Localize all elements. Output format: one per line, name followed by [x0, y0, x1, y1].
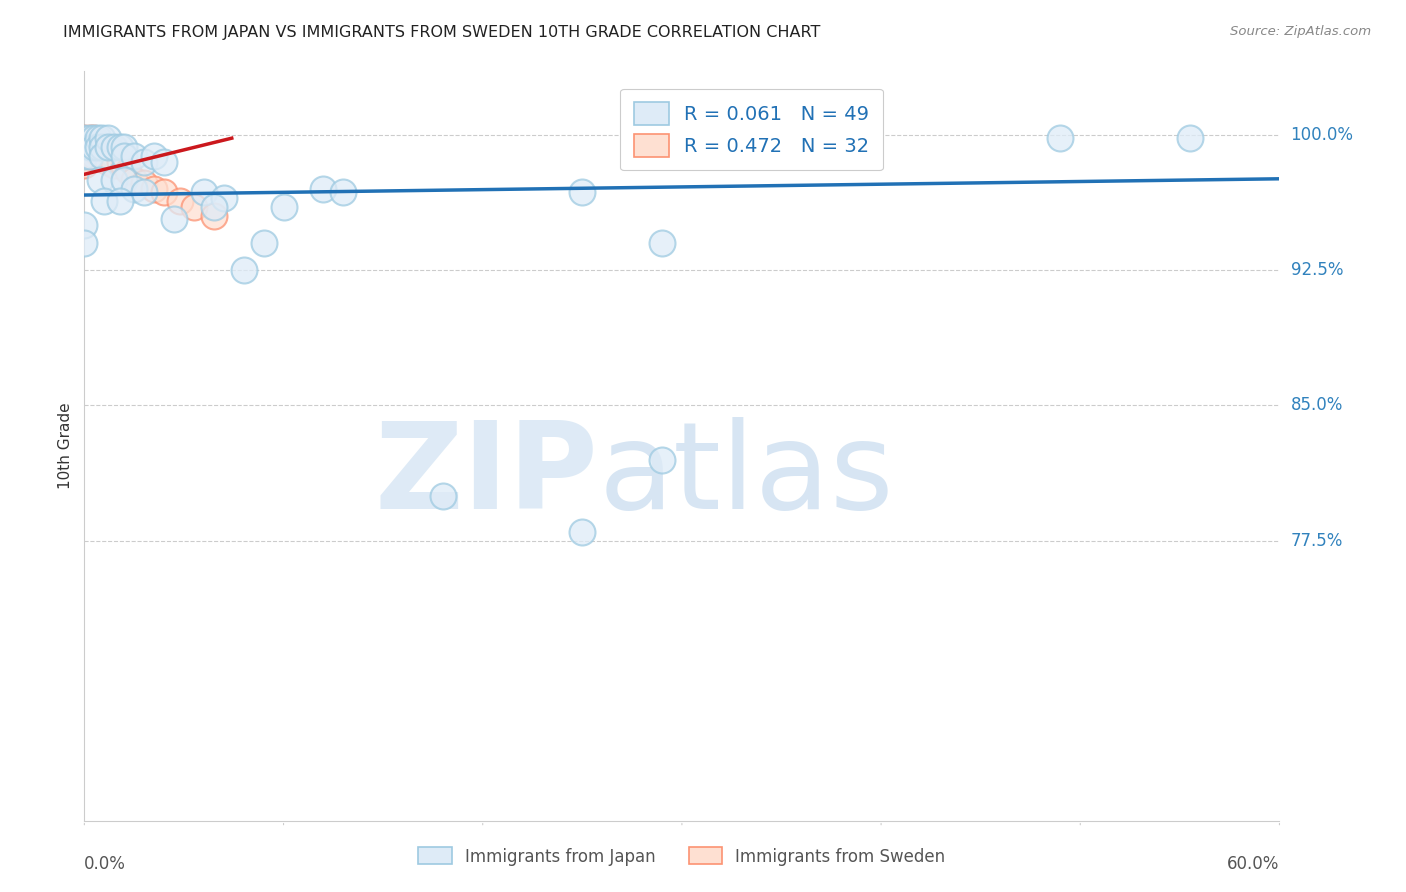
Point — [571, 524, 593, 539]
Point — [73, 235, 96, 250]
Point — [103, 140, 125, 154]
Point — [132, 154, 156, 169]
Point — [73, 158, 96, 172]
Point — [790, 131, 813, 145]
Point — [87, 136, 110, 151]
Point — [112, 140, 135, 154]
Text: 85.0%: 85.0% — [1291, 396, 1343, 415]
Point — [103, 172, 125, 186]
Point — [79, 131, 101, 145]
Point — [122, 182, 145, 196]
Point — [79, 142, 101, 156]
Point — [143, 182, 166, 196]
Point — [143, 149, 166, 163]
Text: 60.0%: 60.0% — [1227, 855, 1279, 873]
Point — [87, 131, 110, 145]
Point — [73, 131, 96, 145]
Point — [153, 154, 176, 169]
Point — [132, 176, 156, 190]
Text: 100.0%: 100.0% — [1291, 126, 1354, 144]
Point — [73, 145, 96, 160]
Point — [83, 140, 105, 154]
Point — [1049, 131, 1071, 145]
Point — [91, 149, 114, 163]
Point — [571, 186, 593, 200]
Point — [93, 194, 115, 209]
Point — [97, 145, 120, 160]
Point — [112, 158, 135, 172]
Point — [253, 235, 276, 250]
Point — [91, 131, 114, 145]
Point — [91, 140, 114, 154]
Point — [79, 140, 101, 154]
Point — [93, 149, 115, 163]
Point — [97, 154, 120, 169]
Point — [73, 218, 96, 232]
Point — [83, 149, 105, 163]
Legend: Immigrants from Japan, Immigrants from Sweden: Immigrants from Japan, Immigrants from S… — [412, 841, 952, 872]
Point — [122, 172, 145, 186]
Point — [87, 140, 110, 154]
Point — [110, 154, 132, 169]
Point — [202, 209, 225, 223]
Point — [73, 140, 96, 154]
Point — [110, 140, 132, 154]
Point — [79, 136, 101, 151]
Point — [89, 172, 111, 186]
Point — [112, 172, 135, 186]
Point — [79, 131, 101, 145]
Point — [193, 186, 215, 200]
Text: atlas: atlas — [599, 417, 894, 534]
Text: 92.5%: 92.5% — [1291, 261, 1343, 279]
Y-axis label: 10th Grade: 10th Grade — [58, 402, 73, 490]
Point — [163, 212, 186, 227]
Point — [212, 191, 235, 205]
Point — [312, 182, 335, 196]
Point — [97, 140, 120, 154]
Text: IMMIGRANTS FROM JAPAN VS IMMIGRANTS FROM SWEDEN 10TH GRADE CORRELATION CHART: IMMIGRANTS FROM JAPAN VS IMMIGRANTS FROM… — [63, 25, 821, 40]
Point — [273, 200, 295, 214]
Point — [79, 149, 101, 163]
Point — [169, 194, 191, 209]
Point — [73, 149, 96, 163]
Point — [83, 131, 105, 145]
Point — [93, 140, 115, 154]
Point — [112, 149, 135, 163]
Point — [332, 186, 354, 200]
Point — [651, 452, 673, 467]
Text: 77.5%: 77.5% — [1291, 532, 1343, 549]
Point — [97, 131, 120, 145]
Point — [202, 200, 225, 214]
Point — [79, 149, 101, 163]
Point — [73, 154, 96, 169]
Point — [110, 194, 132, 209]
Point — [153, 186, 176, 200]
Point — [73, 136, 96, 151]
Text: Source: ZipAtlas.com: Source: ZipAtlas.com — [1230, 25, 1371, 38]
Point — [73, 131, 96, 145]
Point — [132, 186, 156, 200]
Point — [103, 149, 125, 163]
Point — [73, 149, 96, 163]
Point — [117, 163, 139, 178]
Text: 0.0%: 0.0% — [84, 855, 127, 873]
Text: ZIP: ZIP — [374, 417, 599, 534]
Point — [432, 489, 454, 503]
Point — [183, 200, 205, 214]
Point — [232, 263, 254, 277]
Point — [83, 140, 105, 154]
Point — [651, 235, 673, 250]
Point — [1178, 131, 1201, 145]
Point — [103, 158, 125, 172]
Point — [73, 140, 96, 154]
Point — [87, 145, 110, 160]
Point — [122, 149, 145, 163]
Point — [83, 131, 105, 145]
